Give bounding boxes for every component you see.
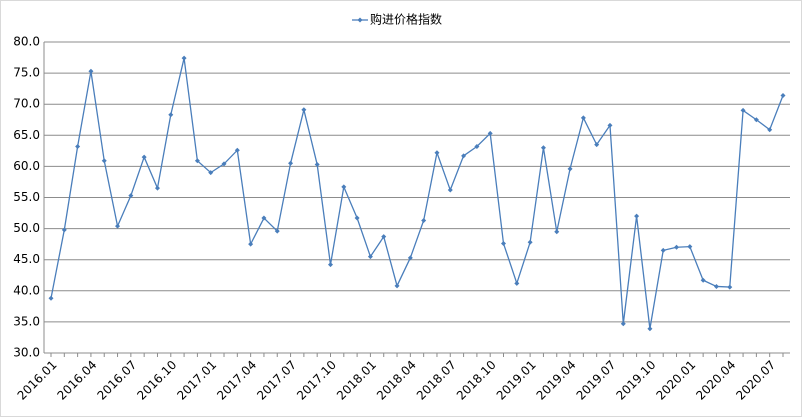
data-point <box>367 254 373 260</box>
data-point <box>208 170 214 176</box>
data-point <box>554 229 560 235</box>
data-point <box>540 145 546 151</box>
data-point <box>660 247 666 253</box>
data-point <box>687 244 693 250</box>
data-point <box>713 283 719 289</box>
data-point <box>487 130 493 136</box>
data-point <box>381 234 387 240</box>
data-point <box>461 153 467 159</box>
y-tick-label: 45.0 <box>13 252 40 266</box>
y-tick-label: 65.0 <box>13 128 40 142</box>
data-point <box>753 117 759 123</box>
data-point <box>474 143 480 149</box>
y-tick-label: 75.0 <box>13 66 40 80</box>
data-point <box>194 158 200 164</box>
data-point <box>354 215 360 221</box>
y-tick-label: 70.0 <box>13 97 40 111</box>
data-point <box>341 184 347 190</box>
y-tick-label: 40.0 <box>13 283 40 297</box>
data-point <box>234 147 240 153</box>
y-tick-label: 30.0 <box>13 346 40 360</box>
data-point <box>181 55 187 61</box>
data-point <box>48 295 54 301</box>
data-point <box>221 161 227 167</box>
data-point <box>421 218 427 224</box>
data-point <box>447 187 453 193</box>
data-point <box>248 241 254 247</box>
data-point <box>727 284 733 290</box>
data-point <box>88 68 94 74</box>
data-point <box>434 150 440 156</box>
data-point <box>634 213 640 219</box>
data-point <box>168 112 174 118</box>
data-point <box>154 185 160 191</box>
data-point <box>674 244 680 250</box>
data-point <box>101 158 107 164</box>
data-point <box>394 283 400 289</box>
data-point <box>301 107 307 113</box>
data-point <box>740 107 746 113</box>
data-point <box>527 239 533 245</box>
data-point <box>314 162 320 168</box>
data-point <box>128 193 134 199</box>
data-point <box>501 241 507 247</box>
data-point <box>75 143 81 149</box>
y-tick-label: 80.0 <box>13 35 40 49</box>
data-point <box>141 154 147 160</box>
data-point <box>594 142 600 148</box>
data-point <box>61 227 67 233</box>
data-point <box>780 92 786 98</box>
data-point <box>274 228 280 234</box>
data-point <box>647 326 653 332</box>
data-point <box>580 115 586 121</box>
y-tick-label: 35.0 <box>13 314 40 328</box>
data-point <box>700 277 706 283</box>
y-tick-label: 55.0 <box>13 190 40 204</box>
y-tick-label: 60.0 <box>13 159 40 173</box>
data-point <box>261 215 267 221</box>
data-point <box>767 127 773 133</box>
data-point <box>607 122 613 128</box>
data-point <box>620 321 626 327</box>
data-point <box>407 255 413 261</box>
y-tick-label: 50.0 <box>13 221 40 235</box>
data-point <box>327 262 333 268</box>
series-line <box>50 58 784 329</box>
data-point <box>567 166 573 172</box>
legend-label: 购进价格指数 <box>370 12 442 27</box>
data-point <box>115 223 121 229</box>
legend-marker <box>357 17 363 23</box>
data-point <box>288 160 294 166</box>
data-point <box>514 280 520 286</box>
